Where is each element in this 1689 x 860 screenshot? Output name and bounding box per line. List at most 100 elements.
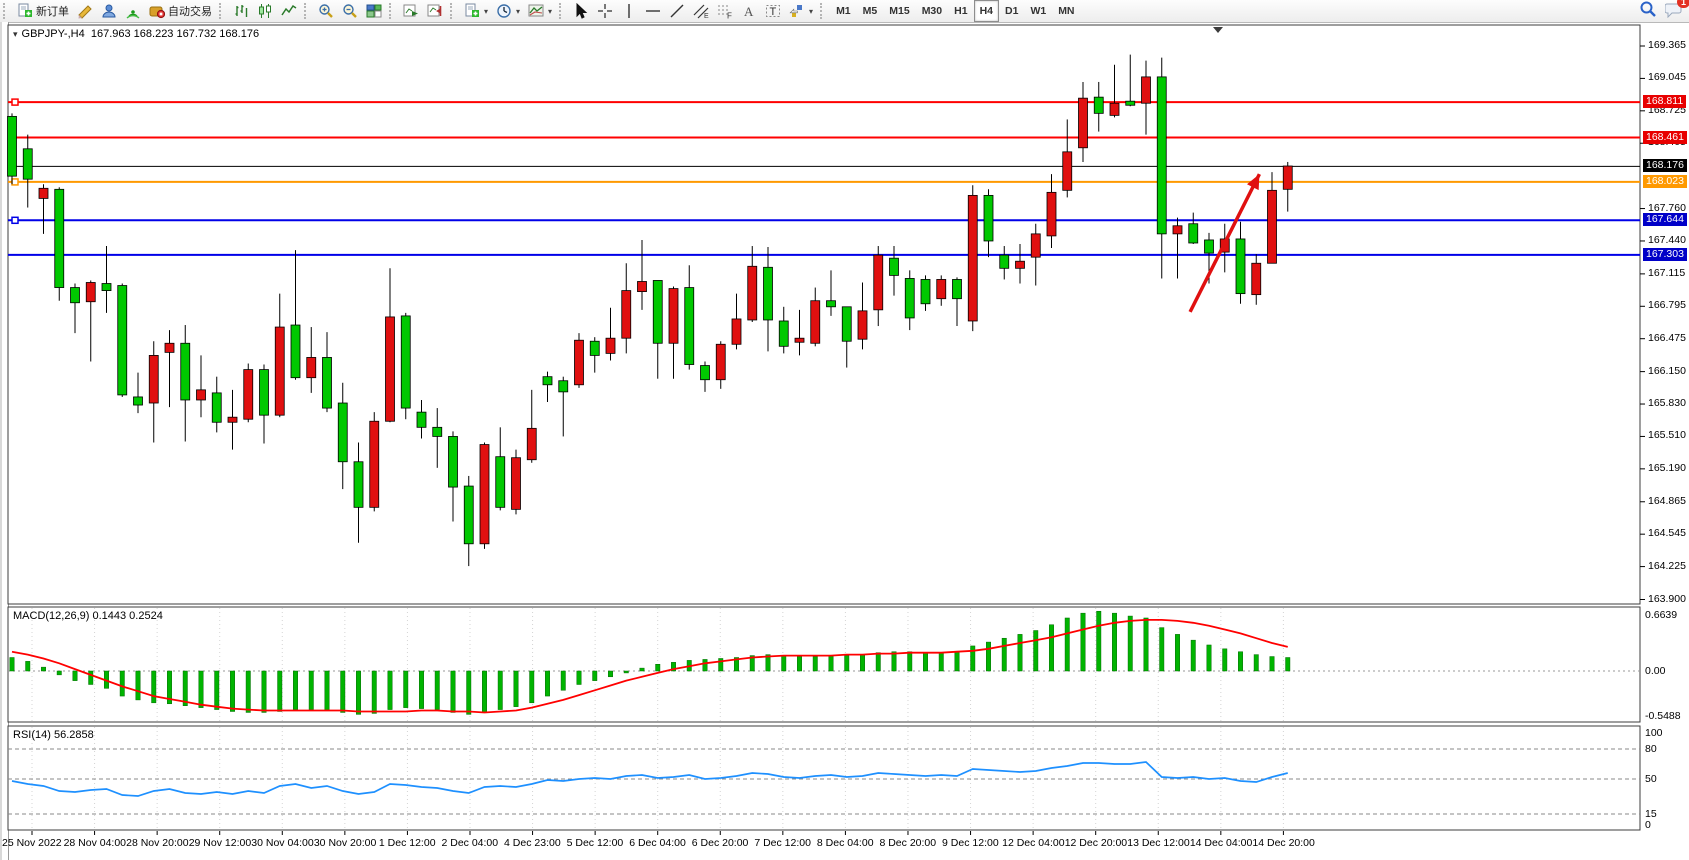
candlestick-mode-button[interactable]: [253, 0, 277, 22]
shapes-menu-button[interactable]: ▾: [785, 0, 817, 22]
toolbar-grip[interactable]: [559, 3, 565, 19]
macd-bar: [9, 657, 15, 672]
rsi-line: [11, 761, 1288, 797]
macd-bar: [923, 652, 928, 672]
macd-bar: [88, 670, 94, 685]
period-menu-button[interactable]: ▾: [492, 0, 524, 22]
dropdown-arrow-icon[interactable]: ▾: [809, 6, 814, 16]
timeframe-label: M15: [889, 5, 910, 17]
timeframe-m15-button[interactable]: M15: [883, 0, 915, 22]
candle: [1235, 238, 1246, 295]
macd-bar: [1112, 612, 1117, 672]
candle: [1141, 76, 1151, 104]
macd-scale-label: -0.5488: [1645, 710, 1681, 722]
chart-shift-marker[interactable]: [1213, 27, 1223, 33]
hline-anchor[interactable]: [11, 178, 19, 186]
zoom-out-button[interactable]: [338, 0, 362, 22]
candle: [416, 411, 427, 428]
toolbar-grip[interactable]: [820, 3, 826, 19]
main-toolbar: 新订单 自动交易 ▾ ▾ ▾ E F A T ▾ M1 M5 M15 M30 H1 H4 D1 W1 MN: [0, 0, 1689, 23]
macd-bar: [623, 670, 629, 674]
candle: [511, 457, 521, 510]
price-tick-label: 166.475: [1648, 331, 1686, 344]
notifications-button[interactable]: 1: [1664, 0, 1689, 23]
macd-signal-line: [11, 619, 1288, 714]
macd-bar: [434, 670, 440, 710]
line-chart-mode-button[interactable]: [277, 0, 301, 22]
toolbar-grip[interactable]: [3, 3, 9, 19]
chart-shift-button[interactable]: [423, 0, 447, 22]
timeframe-m30-button[interactable]: M30: [916, 0, 948, 22]
arrow-shaft[interactable]: [1188, 173, 1261, 313]
arrow-head: [1247, 174, 1260, 191]
auto-scroll-button[interactable]: [399, 0, 423, 22]
vline-icon: [621, 3, 637, 19]
candle: [495, 456, 506, 508]
publisher-button[interactable]: [97, 0, 121, 22]
shift-icon: [427, 3, 443, 19]
toolbar-grip[interactable]: [389, 3, 395, 19]
new-order-button[interactable]: 新订单: [13, 0, 73, 22]
label-tool-button[interactable]: T: [761, 0, 785, 22]
signals-button[interactable]: [121, 0, 145, 22]
timeframe-m1-button[interactable]: M1: [830, 0, 857, 22]
candle: [684, 287, 695, 365]
rsi-scale-label: 100: [1645, 727, 1663, 739]
bar-chart-mode-button[interactable]: [229, 0, 253, 22]
text-tool-button[interactable]: A: [737, 0, 761, 22]
toolbar-grip[interactable]: [219, 3, 225, 19]
crayon-button[interactable]: [73, 0, 97, 22]
timeframe-mn-button[interactable]: MN: [1052, 0, 1080, 22]
toolbar-grip[interactable]: [450, 3, 456, 19]
trendline-icon: [669, 3, 685, 19]
candle: [180, 342, 191, 401]
chart-title: ▾ GBPJPY-,H4 167.963 168.223 167.732 168.…: [13, 28, 259, 40]
candle: [1109, 102, 1120, 116]
time-axis-label: 2 Dec 04:00: [441, 837, 499, 849]
svg-text:E: E: [704, 13, 709, 19]
macd-bar: [1017, 634, 1023, 672]
timeframe-d1-button[interactable]: D1: [999, 0, 1024, 22]
timeframe-h4-button[interactable]: H4: [973, 0, 999, 22]
search-button[interactable]: [1639, 0, 1657, 23]
candle: [1172, 225, 1183, 235]
macd-bar: [828, 655, 834, 672]
macd-bar: [844, 655, 850, 672]
channel-tool-button[interactable]: E: [689, 0, 713, 22]
timeframe-label: M5: [862, 5, 878, 17]
hline-anchor[interactable]: [11, 216, 19, 225]
candle: [1156, 76, 1167, 235]
time-axis-label: 13 Dec 12:00: [1127, 837, 1190, 849]
candle: [668, 288, 679, 344]
timeframe-h1-button[interactable]: H1: [948, 0, 973, 22]
macd-bar: [875, 652, 881, 672]
hline-anchor[interactable]: [11, 98, 19, 106]
auto-trading-button[interactable]: 自动交易: [145, 0, 216, 22]
templates-menu-button[interactable]: ▾: [524, 0, 556, 22]
cursor-tool-button[interactable]: [569, 0, 593, 22]
crosshair-tool-button[interactable]: [593, 0, 617, 22]
tile-windows-button[interactable]: [362, 0, 386, 22]
price-tick-label: 164.545: [1648, 527, 1686, 540]
fibonacci-tool-button[interactable]: F: [713, 0, 737, 22]
macd-bar: [167, 670, 172, 705]
zoom-in-button[interactable]: [314, 0, 338, 22]
candle: [558, 380, 569, 393]
profiles-menu-button[interactable]: ▾: [460, 0, 492, 22]
candle: [605, 337, 616, 354]
macd-bar: [1127, 615, 1133, 672]
dropdown-arrow-icon[interactable]: ▾: [516, 6, 521, 16]
dropdown-arrow-icon[interactable]: ▾: [484, 6, 489, 16]
timeframe-m5-button[interactable]: M5: [857, 0, 884, 22]
vline-tool-button[interactable]: [617, 0, 641, 22]
toolbar-grip[interactable]: [304, 3, 310, 19]
trendline-tool-button[interactable]: [665, 0, 689, 22]
hline-tool-button[interactable]: [641, 0, 665, 22]
macd-bar: [1033, 630, 1039, 672]
chart-dropdown-icon[interactable]: ▾: [13, 29, 18, 39]
dropdown-arrow-icon[interactable]: ▾: [548, 6, 553, 16]
time-axis-label: 8 Dec 04:00: [816, 837, 874, 849]
price-line-badge: 167.303: [1643, 247, 1687, 261]
timeframe-w1-button[interactable]: W1: [1024, 0, 1052, 22]
